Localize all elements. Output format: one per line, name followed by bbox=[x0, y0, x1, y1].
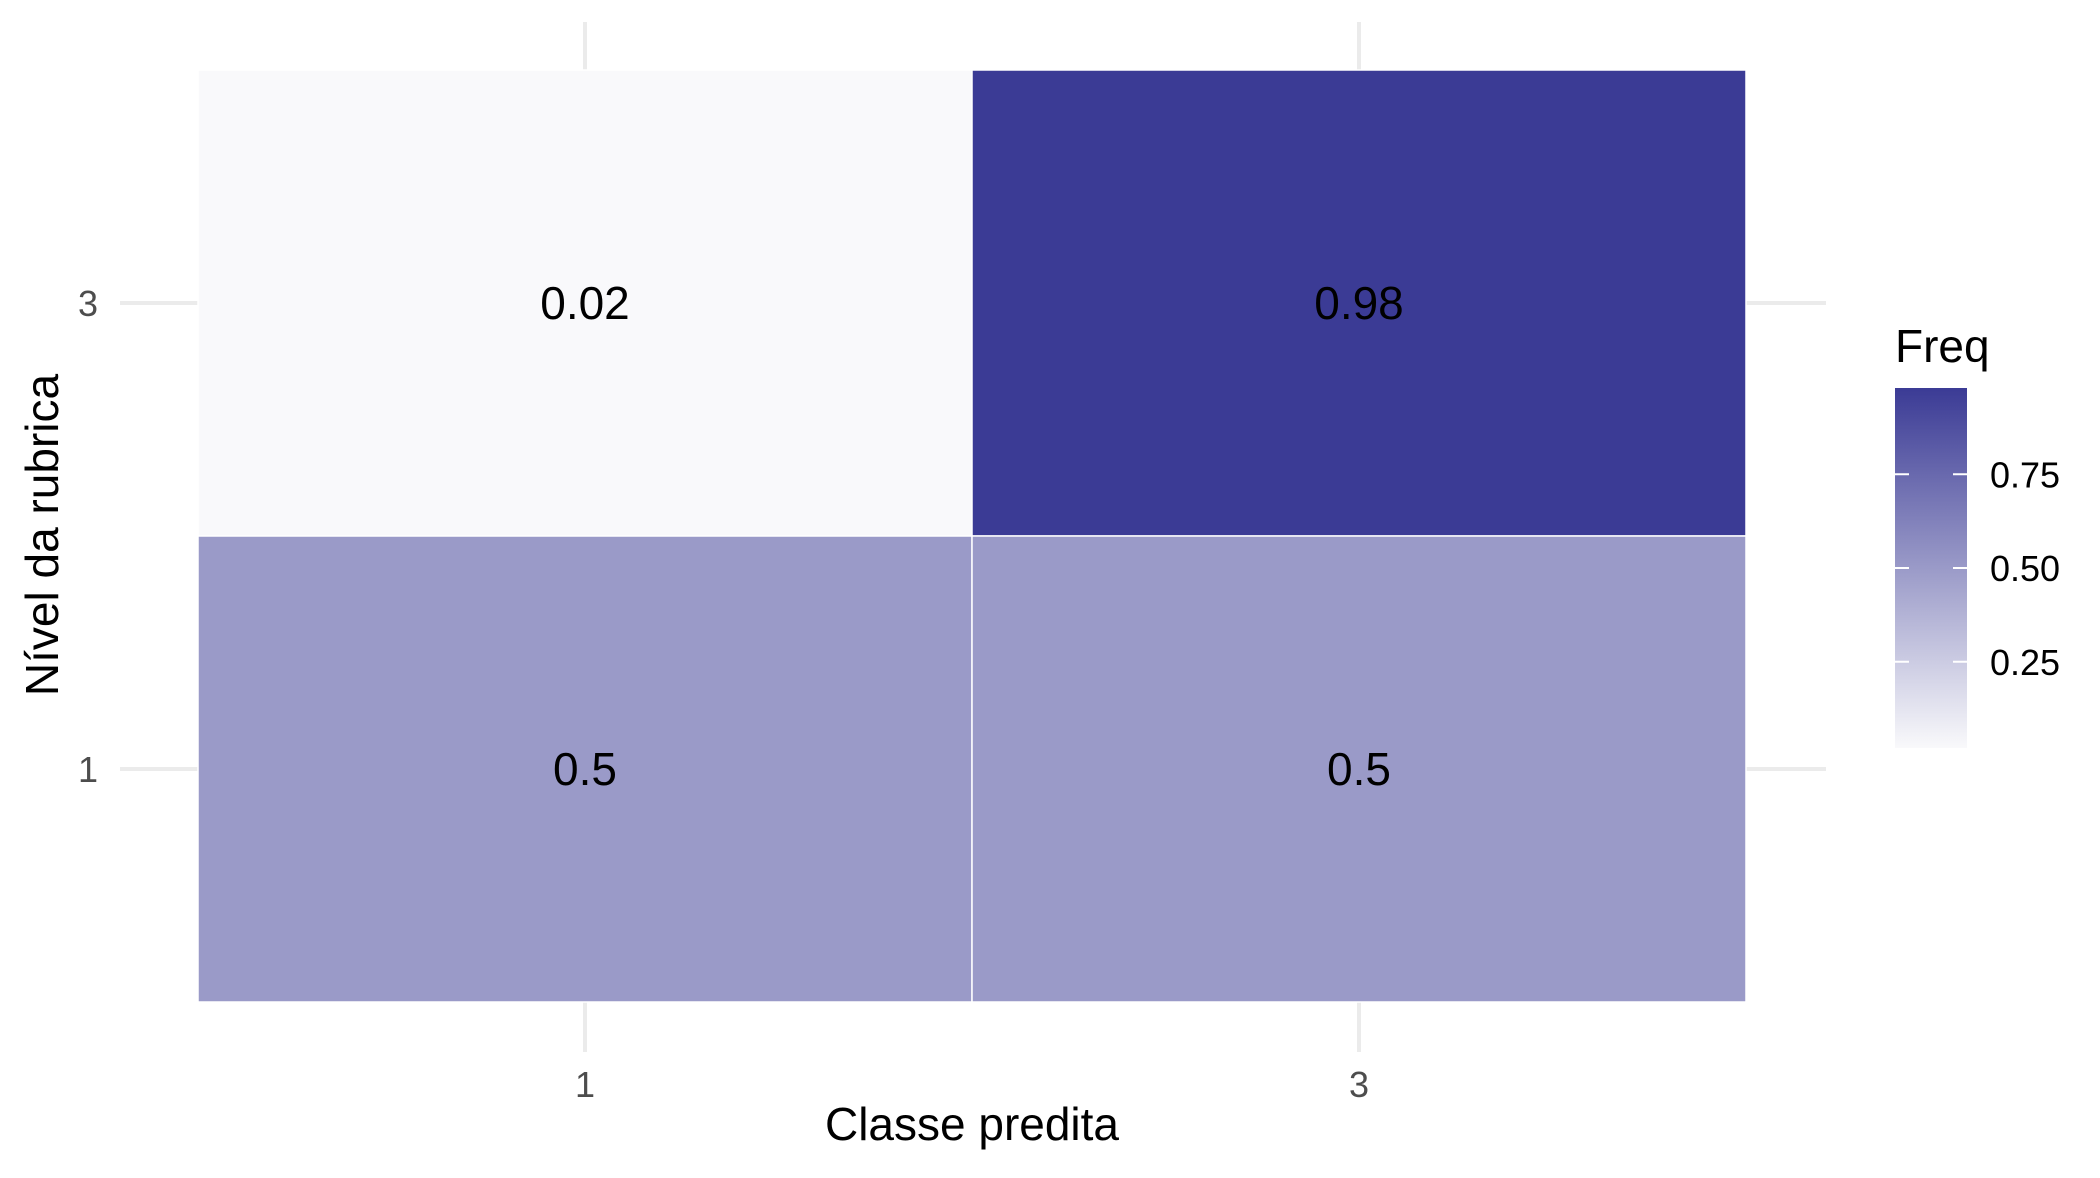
legend: Freq 0.25 0.50 0.75 bbox=[1895, 320, 2060, 748]
legend-tick-label: 0.25 bbox=[1990, 642, 2060, 683]
y-axis-title: Nível da rubrica bbox=[16, 374, 68, 697]
cell-labels-layer: 0.02 0.98 0.5 0.5 bbox=[540, 277, 1404, 795]
y-tick-label: 3 bbox=[78, 283, 98, 324]
x-axis-title: Classe predita bbox=[825, 1098, 1119, 1150]
heatmap-cell bbox=[197, 69, 973, 537]
cells-layer bbox=[197, 69, 1747, 1003]
heatmap-cell bbox=[197, 535, 973, 1003]
cell-value-label: 0.02 bbox=[540, 277, 630, 329]
cell-value-label: 0.5 bbox=[553, 743, 617, 795]
heatmap-cell bbox=[971, 535, 1747, 1003]
x-tick-label: 3 bbox=[1349, 1064, 1369, 1105]
x-tick-label: 1 bbox=[575, 1064, 595, 1105]
legend-tick-label: 0.50 bbox=[1990, 548, 2060, 589]
cell-value-label: 0.98 bbox=[1314, 277, 1404, 329]
legend-title: Freq bbox=[1895, 320, 1990, 372]
axis-layer: Classe predita Nível da rubrica 1 3 1 3 bbox=[16, 283, 1369, 1150]
legend-tick-label: 0.75 bbox=[1990, 454, 2060, 495]
y-tick-label: 1 bbox=[78, 749, 98, 790]
cell-value-label: 0.5 bbox=[1327, 743, 1391, 795]
